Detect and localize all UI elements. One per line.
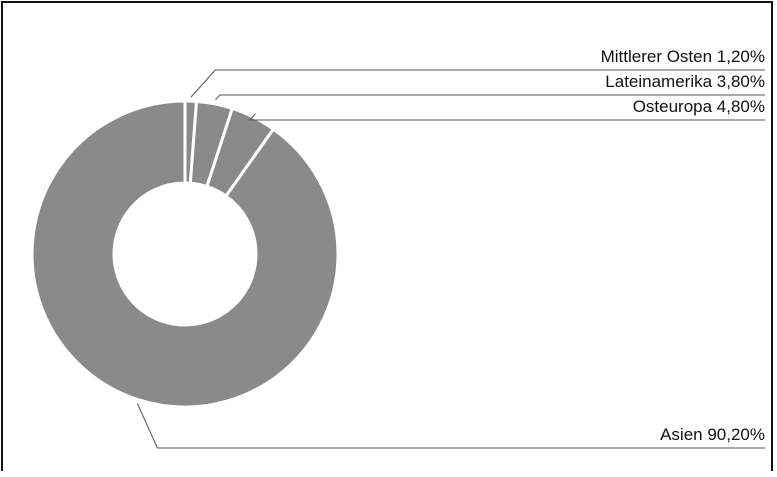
donut-slices <box>30 99 340 409</box>
leader-line-lateinamerika <box>215 94 765 101</box>
slice-label-lateinamerika: Lateinamerika 3,80% <box>605 72 765 91</box>
slice-asien <box>30 99 340 409</box>
leader-line-mittlerer-osten <box>190 69 765 98</box>
leader-line-asien <box>136 403 765 449</box>
slice-label-asien: Asien 90,20% <box>660 425 765 444</box>
slice-label-mittlerer-osten: Mittlerer Osten 1,20% <box>601 47 765 66</box>
leader-lines <box>136 69 765 449</box>
slice-label-osteuropa: Osteuropa 4,80% <box>633 97 765 116</box>
leader-line-osteuropa <box>248 113 765 121</box>
slice-labels: Mittlerer Osten 1,20% Lateinamerika 3,80… <box>601 47 765 444</box>
